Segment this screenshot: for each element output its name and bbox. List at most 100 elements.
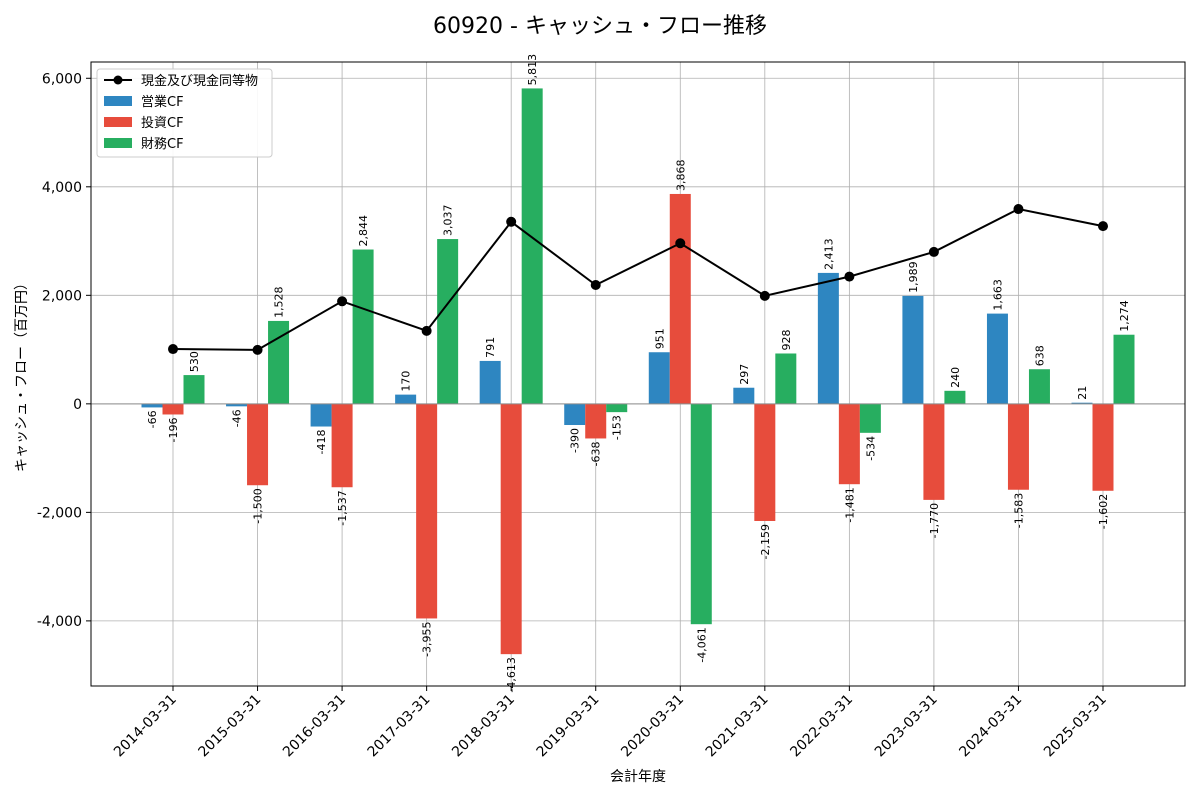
x-tick-label: 2024-03-31 xyxy=(956,692,1025,761)
x-tick-label: 2018-03-31 xyxy=(449,692,518,761)
x-axis-label: 会計年度 xyxy=(610,769,666,785)
bar-data-label: 928 xyxy=(780,329,793,350)
y-tick-label: -4,000 xyxy=(37,614,82,630)
x-tick-label: 2020-03-31 xyxy=(618,692,687,761)
bar xyxy=(733,387,755,404)
bar-data-label: -1,602 xyxy=(1097,494,1110,529)
bar-data-label: -1,537 xyxy=(336,490,349,525)
bar xyxy=(669,193,691,404)
x-tick-label: 2021-03-31 xyxy=(703,692,772,761)
bar xyxy=(437,239,459,404)
cash-point xyxy=(844,271,855,282)
cash-point xyxy=(590,280,601,291)
bar-data-label: -46 xyxy=(231,409,244,427)
bar xyxy=(1028,369,1050,404)
bar xyxy=(141,403,163,408)
x-tick-label: 2014-03-31 xyxy=(111,692,180,761)
bar-data-label: 240 xyxy=(949,367,962,388)
bar xyxy=(944,390,966,404)
legend-label: 営業CF xyxy=(141,94,184,110)
y-tick-label: 6,000 xyxy=(42,71,82,87)
cash-point xyxy=(421,325,432,336)
bar-data-label: -1,583 xyxy=(1012,493,1025,528)
cash-point xyxy=(506,216,517,227)
y-tick-label: 0 xyxy=(73,397,82,413)
bar xyxy=(395,394,417,404)
bar-data-label: 297 xyxy=(738,364,751,385)
bar-data-label: 2,844 xyxy=(357,215,370,247)
bar-data-label: 2,413 xyxy=(822,238,835,270)
x-tick-label: 2022-03-31 xyxy=(787,692,856,761)
bar xyxy=(859,403,881,433)
bar-data-label: 1,274 xyxy=(1118,300,1131,332)
bar xyxy=(648,352,670,404)
cash-point xyxy=(168,344,178,355)
bar-data-label: -4,061 xyxy=(695,627,708,662)
bar-data-label: 3,868 xyxy=(674,159,687,191)
bar-data-label: -66 xyxy=(146,410,159,428)
y-axis-label: キャッシュ・フロー（百万円） xyxy=(14,276,30,472)
legend-swatch xyxy=(104,138,132,148)
y-tick-label: 4,000 xyxy=(42,180,82,196)
bar xyxy=(606,403,628,413)
cash-point xyxy=(928,246,939,257)
bar xyxy=(183,375,205,404)
bar-data-label: -638 xyxy=(590,441,603,466)
x-tick-label: 2017-03-31 xyxy=(365,692,434,761)
bar-data-label: -418 xyxy=(315,430,328,455)
cash-point xyxy=(1098,221,1108,232)
bar xyxy=(500,403,522,655)
cash-point xyxy=(252,344,263,355)
bar xyxy=(521,88,543,404)
bar-data-label: 951 xyxy=(653,328,666,349)
bar xyxy=(1092,403,1114,491)
x-tick-label: 2016-03-31 xyxy=(280,692,349,761)
bar-data-label: 3,037 xyxy=(442,205,455,237)
bar-data-label: -534 xyxy=(864,436,877,461)
bar-data-label: 5,813 xyxy=(526,54,539,86)
bar xyxy=(754,403,776,521)
bar-data-label: -3,955 xyxy=(421,621,434,656)
bar xyxy=(1113,334,1135,404)
bar-data-label: 638 xyxy=(1033,345,1046,366)
bar xyxy=(986,313,1008,404)
bar xyxy=(902,295,924,404)
legend-box xyxy=(96,68,273,158)
cash-line-layer xyxy=(168,204,1108,355)
bar-data-label: -196 xyxy=(167,417,180,442)
bar-data-label: -4,613 xyxy=(505,657,518,692)
legend-label: 現金及び現金同等物 xyxy=(141,73,258,89)
x-tick-label: 2019-03-31 xyxy=(534,692,603,761)
bar-data-label: 1,528 xyxy=(273,286,286,318)
x-tick-label: 2023-03-31 xyxy=(872,692,941,761)
bar xyxy=(564,403,586,426)
cash-series-line xyxy=(172,207,1104,351)
legend-swatch xyxy=(104,96,132,106)
bar-data-label: -153 xyxy=(611,415,624,440)
cash-point xyxy=(759,290,770,301)
bar-labels-layer: -66 -46 -418 170 791 -390 951 297 2,413 1,989 1,66… xyxy=(146,54,1131,693)
x-tick-label: 2025-03-31 xyxy=(1041,692,1110,761)
bar xyxy=(331,403,353,488)
bar xyxy=(817,272,839,404)
bar xyxy=(585,403,607,439)
bar-data-label: -1,770 xyxy=(928,503,941,538)
y-tick-label: -2,000 xyxy=(37,505,82,521)
bar xyxy=(690,403,712,625)
y-tick-label: 2,000 xyxy=(42,288,82,304)
legend-label: 投資CF xyxy=(141,115,184,131)
bars-layer xyxy=(141,88,1135,655)
plot-frame xyxy=(90,61,1186,687)
bar xyxy=(352,249,374,404)
bar-data-label: -1,481 xyxy=(843,487,856,522)
cash-point xyxy=(675,238,686,249)
bar-data-label: -2,159 xyxy=(759,524,772,559)
legend-marker xyxy=(113,75,123,85)
x-axis: 2014-03-31 2015-03-31 2016-03-31 2017-03-31… xyxy=(111,686,1110,760)
bar xyxy=(226,403,248,407)
bar xyxy=(1007,403,1029,490)
bar xyxy=(838,403,860,485)
bar xyxy=(479,360,501,404)
chart-title: 60920 - キャッシュ・フロー推移 xyxy=(433,14,767,39)
